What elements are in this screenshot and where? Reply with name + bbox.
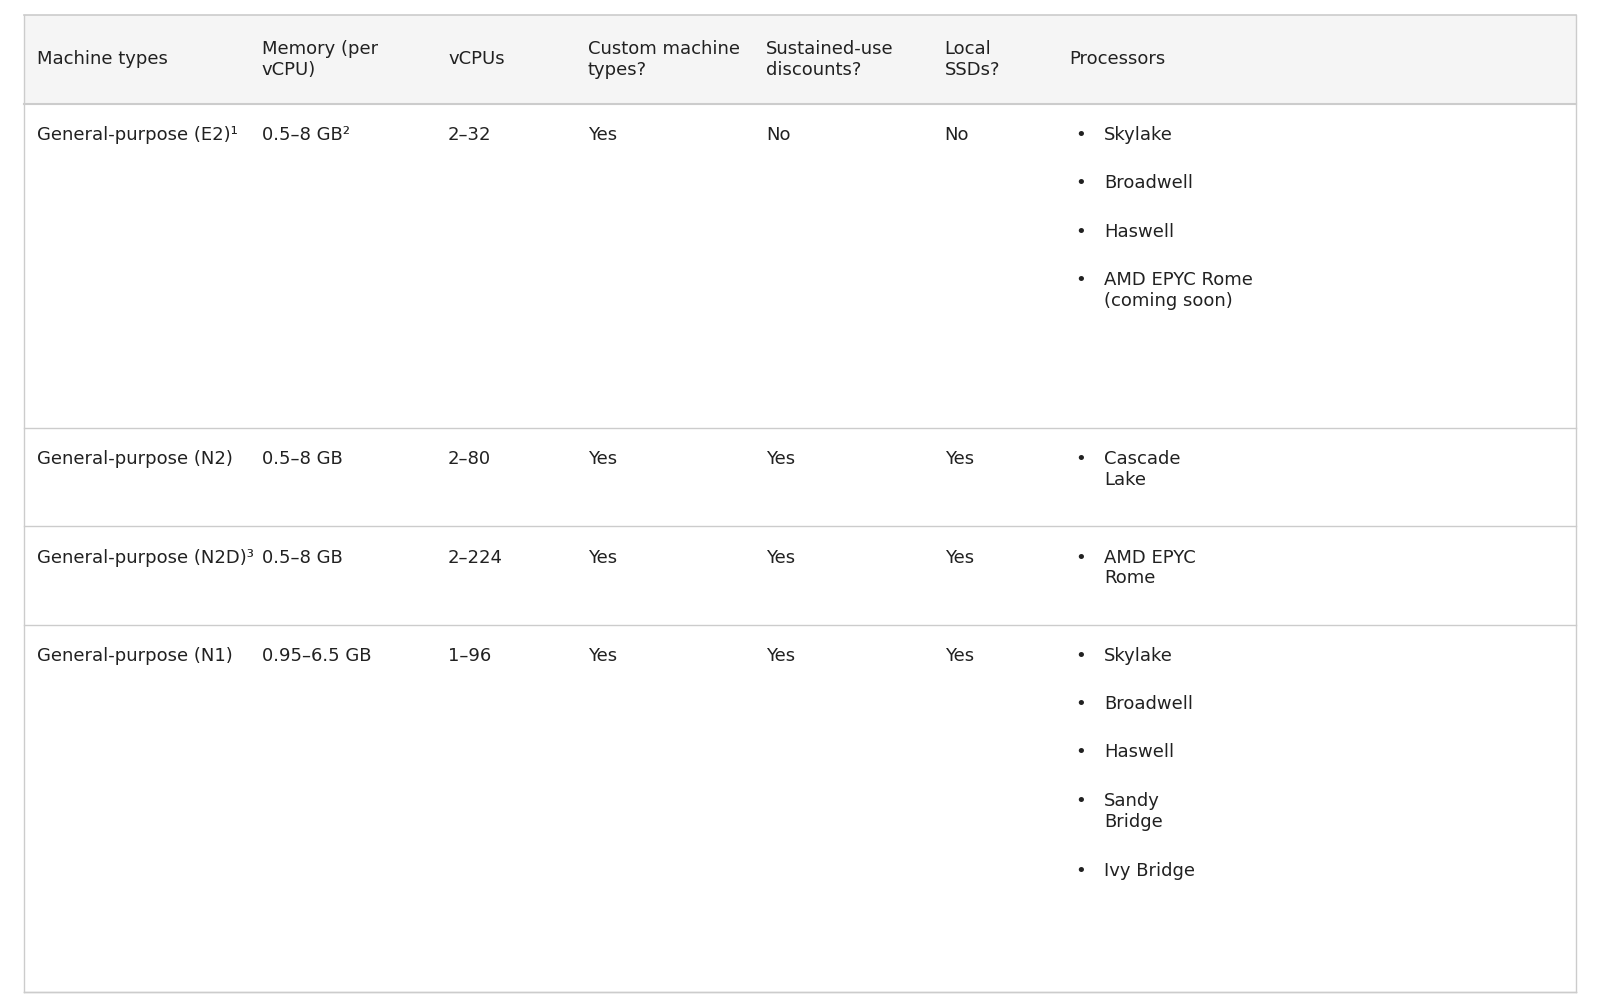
Text: Skylake: Skylake	[1104, 126, 1173, 144]
Text: Processors: Processors	[1069, 50, 1165, 68]
Text: Yes: Yes	[587, 646, 618, 665]
Text: •: •	[1075, 549, 1086, 567]
Text: Skylake: Skylake	[1104, 646, 1173, 665]
Text: Yes: Yes	[766, 646, 795, 665]
Text: 0.5–8 GB²: 0.5–8 GB²	[262, 126, 350, 144]
Bar	[24, 15, 1576, 104]
Text: Yes: Yes	[944, 450, 974, 468]
Text: Custom machine
types?: Custom machine types?	[587, 40, 739, 79]
Text: 2–224: 2–224	[448, 549, 502, 567]
Text: Yes: Yes	[944, 646, 974, 665]
Text: Haswell: Haswell	[1104, 743, 1174, 761]
Text: •: •	[1075, 792, 1086, 810]
Text: General-purpose (N2): General-purpose (N2)	[37, 450, 232, 468]
Text: AMD EPYC
Rome: AMD EPYC Rome	[1104, 549, 1195, 587]
Text: 2–80: 2–80	[448, 450, 491, 468]
Text: Yes: Yes	[587, 126, 618, 144]
Text: Ivy Bridge: Ivy Bridge	[1104, 862, 1195, 880]
Text: •: •	[1075, 862, 1086, 880]
Text: vCPUs: vCPUs	[448, 50, 504, 68]
Text: Sustained-use
discounts?: Sustained-use discounts?	[766, 40, 894, 79]
Text: AMD EPYC Rome
(coming soon): AMD EPYC Rome (coming soon)	[1104, 271, 1253, 310]
Text: General-purpose (N2D)³: General-purpose (N2D)³	[37, 549, 254, 567]
Text: Machine types: Machine types	[37, 50, 168, 68]
Text: Local
SSDs?: Local SSDs?	[944, 40, 1000, 79]
Text: No: No	[944, 126, 970, 144]
Text: 0.5–8 GB: 0.5–8 GB	[262, 549, 342, 567]
Text: 0.95–6.5 GB: 0.95–6.5 GB	[262, 646, 371, 665]
Text: Yes: Yes	[766, 450, 795, 468]
Text: 2–32: 2–32	[448, 126, 491, 144]
Text: Sandy
Bridge: Sandy Bridge	[1104, 792, 1163, 831]
Text: •: •	[1075, 743, 1086, 761]
Text: Haswell: Haswell	[1104, 223, 1174, 241]
Text: 0.5–8 GB: 0.5–8 GB	[262, 450, 342, 468]
Text: Yes: Yes	[944, 549, 974, 567]
Text: Yes: Yes	[587, 549, 618, 567]
Text: No: No	[766, 126, 790, 144]
Text: Cascade
Lake: Cascade Lake	[1104, 450, 1181, 489]
Text: •: •	[1075, 223, 1086, 241]
Text: 1–96: 1–96	[448, 646, 491, 665]
Text: Broadwell: Broadwell	[1104, 174, 1194, 192]
Text: •: •	[1075, 450, 1086, 468]
Text: •: •	[1075, 174, 1086, 192]
Text: •: •	[1075, 271, 1086, 289]
Text: •: •	[1075, 695, 1086, 713]
Text: Broadwell: Broadwell	[1104, 695, 1194, 713]
Text: General-purpose (E2)¹: General-purpose (E2)¹	[37, 126, 238, 144]
Text: Yes: Yes	[766, 549, 795, 567]
Text: Memory (per
vCPU): Memory (per vCPU)	[262, 40, 378, 79]
Text: General-purpose (N1): General-purpose (N1)	[37, 646, 232, 665]
Text: Yes: Yes	[587, 450, 618, 468]
Text: •: •	[1075, 646, 1086, 665]
Text: •: •	[1075, 126, 1086, 144]
